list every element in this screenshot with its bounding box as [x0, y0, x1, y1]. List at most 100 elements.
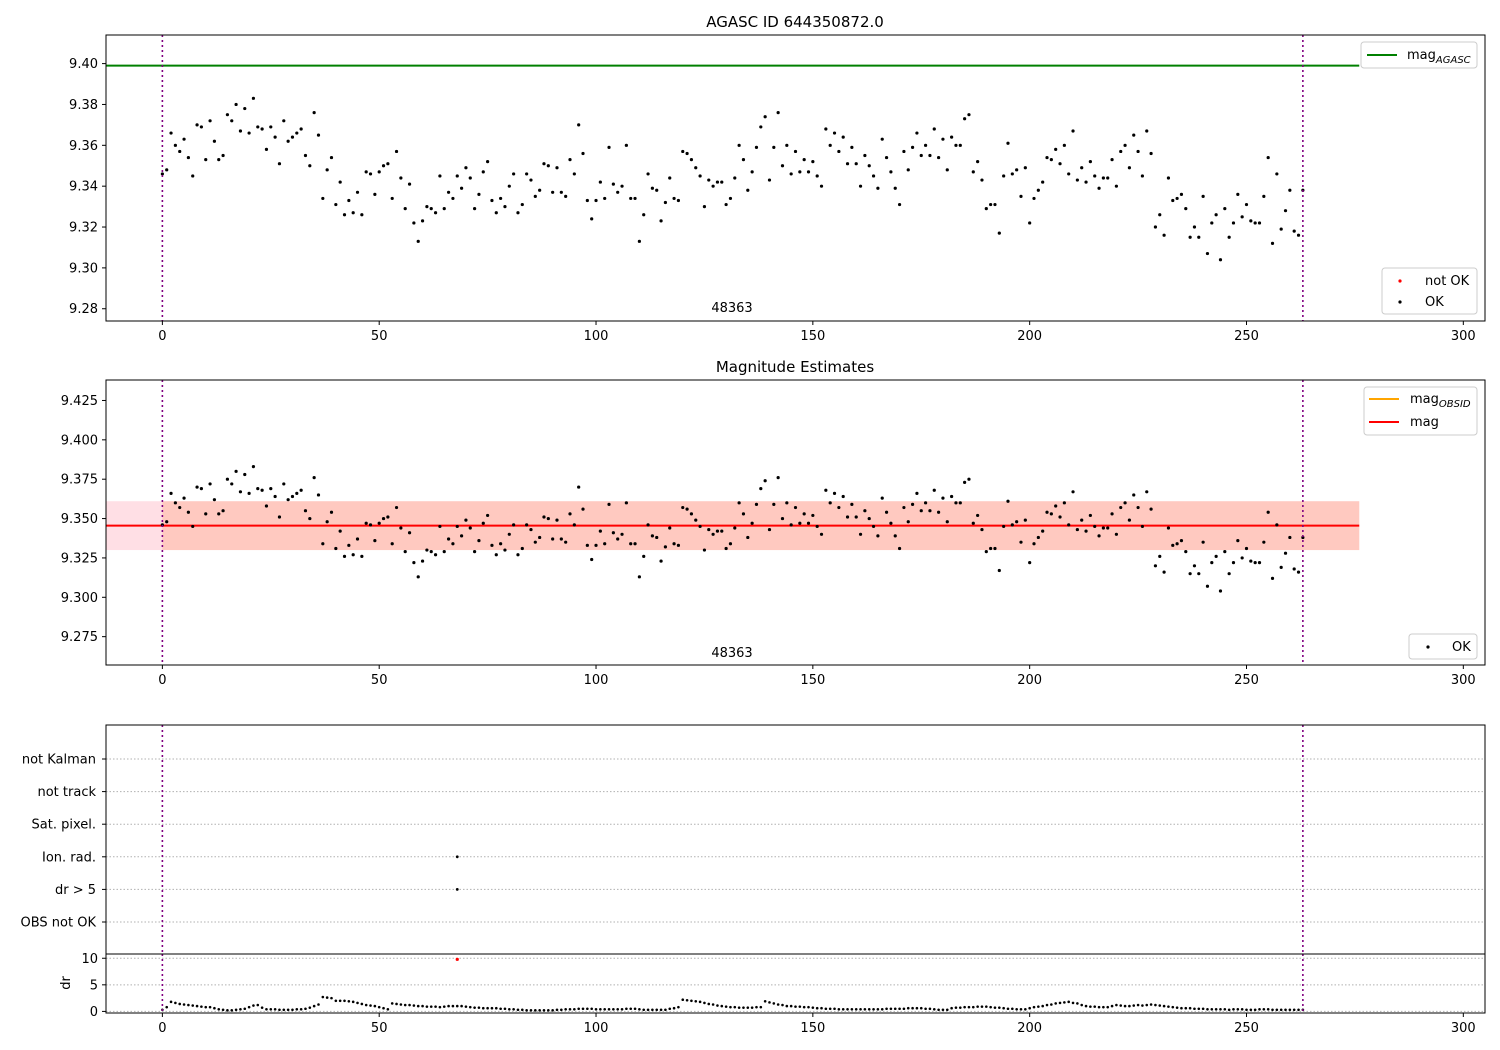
dr-point	[737, 1006, 741, 1009]
mag-point	[425, 205, 429, 209]
mag-point	[1227, 235, 1231, 239]
dr-point	[629, 1007, 633, 1011]
mag-estimate-point	[1296, 570, 1301, 574]
dr-point	[841, 1007, 845, 1011]
mag-point	[195, 123, 199, 127]
mag-point	[650, 186, 654, 190]
mag-point	[538, 188, 542, 192]
mag-point	[312, 111, 316, 115]
mag-estimate-point	[347, 543, 351, 547]
mag-point	[1179, 192, 1184, 196]
dr-point	[924, 1007, 927, 1011]
mag-estimate-point	[1227, 572, 1231, 576]
mag-point	[230, 119, 234, 123]
mag-point	[611, 182, 615, 186]
dr-point	[295, 1007, 299, 1011]
mag-point	[546, 164, 550, 168]
dr-point	[490, 1006, 494, 1010]
mag-estimate-point	[689, 512, 694, 516]
mag-point	[880, 137, 884, 141]
mag-point	[950, 135, 954, 139]
mag-point	[347, 198, 351, 203]
mag-estimate-point	[1231, 561, 1236, 565]
mag-point	[967, 113, 971, 117]
legend-mag-obsid-label: magOBSID	[1410, 392, 1471, 410]
dr-point	[182, 1003, 186, 1006]
mag-estimate-point	[707, 527, 711, 532]
dr-point	[742, 1006, 745, 1009]
dr-point	[1240, 1007, 1244, 1011]
mag-point	[598, 180, 602, 184]
mag-estimate-point	[1114, 532, 1118, 536]
mag-point	[486, 160, 490, 164]
mag-estimate-point	[919, 509, 923, 513]
mag-point	[338, 180, 342, 184]
mag-point	[1123, 143, 1127, 147]
dr-point	[1158, 1004, 1162, 1007]
mag-point	[893, 186, 897, 190]
mag-point	[290, 135, 295, 139]
mag-estimate-point	[572, 523, 576, 527]
mag-estimate-point	[1019, 540, 1023, 544]
mag-point	[1084, 180, 1088, 184]
mag-estimate-point	[958, 501, 962, 505]
dr-point	[247, 1005, 251, 1009]
mag-estimate-point	[906, 520, 910, 524]
mag-estimate-point	[967, 477, 971, 481]
dr-point	[963, 1005, 966, 1009]
mag-estimate-point	[590, 557, 594, 562]
mag-estimate-point	[334, 546, 338, 551]
dr-point	[720, 1004, 724, 1008]
dr-point	[577, 1007, 580, 1011]
mag-point	[590, 217, 594, 221]
mag-estimate-point	[1249, 559, 1253, 563]
dr-point	[321, 995, 325, 999]
mag-estimate-point	[1283, 551, 1288, 555]
dr-point	[876, 1007, 880, 1011]
mag-estimate-point	[212, 498, 217, 502]
mag-estimate-point	[858, 532, 863, 536]
mag-point	[355, 190, 360, 194]
mag-estimate-point	[555, 518, 559, 522]
mag-estimate-point	[1093, 524, 1097, 529]
mag-estimate-point	[1002, 524, 1006, 529]
mag-estimate-point	[767, 527, 772, 532]
mag-point	[1075, 178, 1079, 182]
dr-point	[481, 1006, 485, 1010]
mag-estimate-point	[1171, 543, 1175, 547]
mag-point	[737, 143, 741, 147]
dr-point	[746, 1006, 750, 1009]
dr-point	[638, 1007, 641, 1011]
mag-point	[286, 139, 290, 143]
dr-point	[707, 1002, 711, 1006]
mag-estimate-point	[828, 501, 832, 505]
flag-point	[455, 888, 459, 891]
mag-estimate-point	[360, 554, 364, 558]
mag-point	[767, 178, 772, 182]
mag-point	[746, 188, 750, 192]
mag-point	[728, 196, 733, 201]
dr-point	[928, 1007, 932, 1011]
mag-estimate-point	[980, 527, 984, 532]
dr-point	[360, 1002, 364, 1006]
dr-point	[338, 999, 342, 1003]
mag-point	[468, 176, 472, 180]
mag-point	[1270, 241, 1275, 245]
mag-point	[672, 196, 676, 201]
dr-point	[733, 1005, 737, 1009]
mag-point	[1210, 221, 1214, 225]
dr-point	[1119, 1004, 1123, 1007]
mag-estimate-point	[1236, 539, 1240, 543]
mag-point	[906, 168, 910, 172]
mag-estimate-point	[824, 488, 828, 492]
mag-estimate-point	[1244, 546, 1249, 551]
dr-point	[178, 1002, 182, 1006]
mag-point	[1249, 219, 1253, 223]
mag-estimate-point	[1041, 529, 1045, 533]
dr-point	[291, 1008, 294, 1012]
flag-point	[455, 855, 459, 859]
mag-point	[477, 192, 481, 196]
mag-point	[1266, 155, 1270, 160]
x-tick-label: 300	[1451, 329, 1476, 344]
